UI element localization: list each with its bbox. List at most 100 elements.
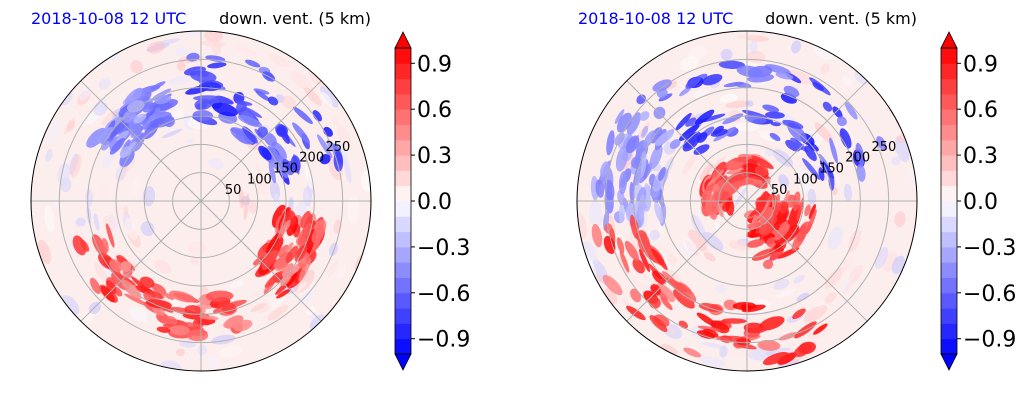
field-cell-negative-right (804, 145, 817, 162)
field-cell-positive-left (109, 259, 122, 273)
field-speckle-left (197, 344, 208, 356)
colorbar-level-right (941, 216, 957, 233)
field-speckle-left (140, 221, 155, 237)
panel-right-title-variable: down. vent. (5 km) (765, 9, 917, 28)
field-speckle-left (238, 189, 245, 208)
colorbar-level-left (395, 124, 411, 141)
field-cell-negative-right (790, 137, 804, 150)
field-cell-positive-left (276, 288, 291, 299)
field-cell-positive-left (297, 223, 313, 246)
field-cell-positive-right (751, 155, 774, 170)
field-cell-positive-right (783, 224, 800, 242)
field-cell-negative-left (237, 114, 263, 128)
field-speckle-right (689, 45, 708, 60)
field-speckle-right (699, 356, 725, 367)
field-cell-negative-right (685, 117, 697, 127)
field-cell-positive-right (762, 351, 789, 366)
field-cell-negative-left (316, 134, 333, 158)
field-speckle-right (795, 169, 811, 193)
colorbar-level-left (395, 155, 411, 171)
field-cell-negative-left (236, 101, 247, 113)
radial-tick-right: 100 (793, 172, 818, 187)
field-cell-negative-right (618, 171, 628, 195)
field-speckle-right (648, 229, 660, 241)
field-blobs-right (577, 34, 917, 368)
field-cell-positive-right (650, 284, 661, 296)
field-speckle-left (343, 158, 352, 184)
field-cell-positive-right (751, 248, 776, 261)
field-cell-negative-left (268, 161, 276, 184)
field-speckle-left (266, 52, 290, 68)
field-speckle-right (778, 174, 790, 188)
field-cell-negative-left (190, 70, 217, 83)
field-speckle-left (190, 257, 199, 265)
field-speckle-left (154, 259, 172, 274)
field-cell-positive-left (151, 305, 165, 316)
field-cell-negative-right (669, 139, 681, 149)
field-cell-positive-right (788, 203, 801, 230)
field-speckle-right (896, 134, 907, 144)
field-cell-negative-left (207, 62, 227, 69)
field-cell-negative-right (783, 85, 800, 98)
field-cell-negative-left (242, 106, 262, 118)
field-cell-positive-left (298, 258, 312, 282)
colorbar-tick-label-right: 0.3 (963, 144, 998, 169)
polar-frame-right (576, 30, 918, 372)
field-cell-negative-right (765, 111, 785, 119)
field-speckle-left (296, 281, 307, 293)
field-speckle-left (103, 333, 112, 340)
colorbar-level-right (941, 185, 957, 202)
field-cell-positive-left (101, 237, 109, 253)
field-cell-negative-left (163, 115, 175, 128)
field-cell-negative-right (710, 128, 728, 137)
field-cell-positive-right (792, 308, 806, 320)
field-cell-positive-right (626, 305, 646, 321)
field-cell-positive-right (777, 352, 797, 365)
field-cell-positive-right (778, 200, 789, 214)
field-cell-positive-right (725, 197, 735, 216)
field-speckle-right (736, 34, 760, 40)
field-speckle-left (183, 31, 203, 38)
field-cell-negative-left (119, 145, 132, 158)
field-speckle-left (176, 61, 186, 72)
field-speckle-right (827, 226, 843, 250)
field-cell-negative-right (844, 101, 858, 120)
field-cell-positive-left (273, 251, 290, 268)
field-cell-negative-left (127, 100, 145, 113)
panel-left-title-date: 2018-10-08 12 UTC (31, 9, 186, 28)
field-cell-negative-left (258, 145, 272, 161)
colorbar-level-left (395, 93, 411, 110)
field-cell-positive-left (106, 280, 117, 295)
colorbar-extend-min-right (940, 353, 958, 371)
field-speckle-left (229, 280, 245, 289)
field-cell-negative-right (606, 130, 615, 156)
colorbar-right (940, 31, 961, 371)
field-cell-negative-right (639, 111, 650, 121)
field-cell-positive-right (808, 204, 816, 220)
field-cell-positive-right (660, 297, 673, 311)
colorbar-tick-label-right: 0.6 (963, 98, 998, 123)
colorbar-tick-label-right: 0.0 (963, 190, 998, 215)
colorbar-level-left (395, 185, 411, 202)
colorbar-level-left (395, 231, 411, 248)
field-speckle-left (44, 205, 55, 233)
field-speckle-left (200, 40, 226, 47)
field-cell-positive-left (280, 219, 291, 235)
field-cell-negative-right (682, 131, 702, 152)
field-speckle-left (243, 193, 250, 221)
field-cell-positive-left (130, 276, 151, 294)
field-cell-positive-right (759, 316, 785, 331)
field-cell-negative-right (600, 161, 609, 178)
field-cell-positive-left (184, 305, 202, 315)
field-cell-negative-right (836, 116, 847, 127)
field-cell-negative-right (650, 127, 662, 144)
field-cell-positive-right (724, 156, 749, 171)
field-cell-negative-left (282, 158, 291, 171)
field-cell-negative-left (124, 87, 143, 105)
colorbar-level-left (395, 262, 411, 278)
field-speckle-right (891, 156, 901, 166)
field-cell-positive-left (205, 290, 234, 302)
field-speckle-left (336, 265, 347, 280)
field-speckle-left (106, 51, 123, 62)
polar-grid-right (577, 31, 917, 371)
